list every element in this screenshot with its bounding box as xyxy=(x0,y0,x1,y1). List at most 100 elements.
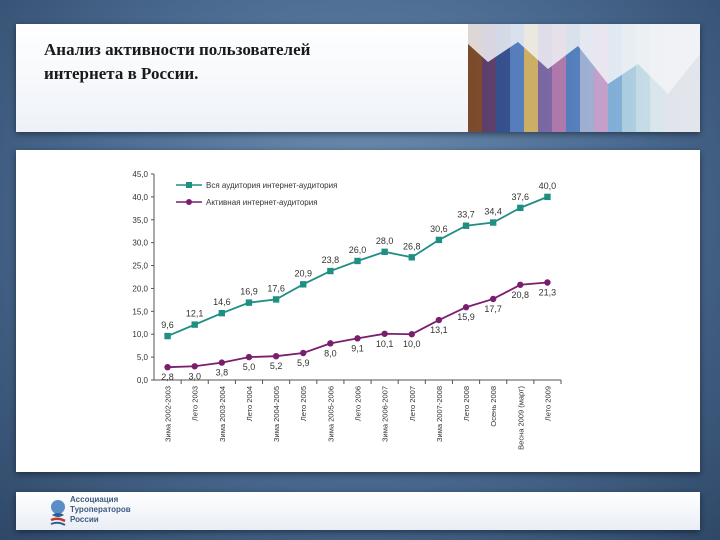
x-tick-label: Лето 2008 xyxy=(462,386,471,421)
series-1-data-label: 14,6 xyxy=(213,297,231,307)
series-1-point xyxy=(164,332,171,340)
series-1-data-label: 17,6 xyxy=(267,283,285,293)
x-tick-label: Зима 2005-2006 xyxy=(326,386,335,442)
chart-axes xyxy=(153,174,561,381)
series-1-data-label: 20,9 xyxy=(294,268,312,278)
page-title: Анализ активности пользователей интернет… xyxy=(44,38,444,86)
series-1-point xyxy=(381,248,388,256)
legend-circle-series-2 xyxy=(186,199,192,205)
series-2-point xyxy=(164,363,171,371)
series-1-point xyxy=(272,296,280,303)
series-1-point xyxy=(544,193,551,201)
series-1-point xyxy=(354,257,361,265)
series-2-point xyxy=(191,363,198,370)
series-1-data-label: 9,6 xyxy=(161,320,174,330)
chart-legend: Вся аудитория интернет-аудитория Активна… xyxy=(176,181,337,207)
series-2-point xyxy=(435,316,443,324)
series-1-data-label: 16,9 xyxy=(240,287,258,297)
series-1-point xyxy=(435,236,443,244)
title-line-1: Анализ активности пользователей xyxy=(44,40,311,59)
series-2-data-label: 3,0 xyxy=(188,371,201,381)
series-2-point xyxy=(408,331,415,338)
x-axis-ticks: Зима 2002-2003 Лето 2003 Зима 2003-2004 Лет… xyxy=(164,380,562,450)
series-1-point xyxy=(462,222,470,229)
series-2-data-label: 2,8 xyxy=(161,372,174,382)
series-2-point xyxy=(272,352,280,360)
series-1-data-label: 28,0 xyxy=(376,236,394,246)
series-2-point xyxy=(489,295,497,303)
logo-line-2: Туроператоров xyxy=(70,505,131,514)
series-2-point xyxy=(218,359,226,366)
series-1-data-label: 30,6 xyxy=(430,224,448,234)
series-2-data-label: 9,1 xyxy=(351,343,364,353)
series-1-data-label: 34,4 xyxy=(484,207,502,217)
series-1-point xyxy=(408,254,415,261)
y-tick-label: 25,0 xyxy=(132,262,148,271)
series-2-data-label: 17,7 xyxy=(484,304,502,314)
series-1-data-label: 12,1 xyxy=(186,309,204,319)
series-1-point xyxy=(300,281,307,288)
series-2-point xyxy=(517,281,524,288)
x-tick-label: Зима 2002-2003 xyxy=(164,386,173,442)
series-2-point xyxy=(300,349,307,357)
series-2-data-label: 15,9 xyxy=(457,312,475,322)
series-2-point xyxy=(381,330,388,337)
y-tick-label: 30,0 xyxy=(132,239,148,248)
y-tick-label: 40,0 xyxy=(132,193,148,202)
series-1-data-label: 26,0 xyxy=(349,245,367,255)
legend-label-series-2: Активная интернет-аудитория xyxy=(206,198,318,207)
series-1-data-label: 40,0 xyxy=(539,181,557,191)
title-line-2: интернета в России. xyxy=(44,64,199,83)
colored-pencils-image xyxy=(468,24,700,132)
x-tick-label: Лето 2005 xyxy=(299,386,308,421)
x-tick-label: Зима 2007-2008 xyxy=(435,386,444,442)
series-1-point xyxy=(191,321,198,328)
y-tick-label: 0,0 xyxy=(137,376,149,385)
y-axis-ticks: 0,0 5,0 10,0 15,0 20,0 25,0 30,0 35,0 40,0 45,0 xyxy=(132,170,154,385)
series-2-line xyxy=(167,281,548,369)
x-tick-label: Весна 2009 (март) xyxy=(516,386,525,450)
y-tick-label: 15,0 xyxy=(132,307,148,316)
series-2-data-label: 5,2 xyxy=(270,361,283,371)
series-2-point xyxy=(354,335,361,342)
series-2-data-label: 5,0 xyxy=(243,362,256,372)
chart-series: 9,6 12,1 14,6 16,9 17,6 20,9 23,8 26,0 28,0 26,8 3… xyxy=(161,181,556,382)
x-tick-label: Осень 2008 xyxy=(489,386,498,427)
series-2-point xyxy=(462,304,470,311)
association-logo-icon xyxy=(50,500,66,526)
series-2-point xyxy=(544,279,551,286)
series-2-point xyxy=(327,340,334,347)
line-chart: 0,0 5,0 10,0 15,0 20,0 25,0 30,0 35,0 40,0 45,0 З… xyxy=(132,170,562,450)
series-1-data-label: 37,6 xyxy=(512,192,530,202)
logo-line-3: России xyxy=(70,515,99,524)
y-tick-label: 10,0 xyxy=(132,330,148,339)
y-tick-label: 5,0 xyxy=(137,353,149,362)
footer-panel: Ассоциация Туроператоров России xyxy=(16,492,700,530)
association-logo-text: Ассоциация Туроператоров России xyxy=(70,495,131,525)
series-1-data-label: 23,8 xyxy=(322,255,340,265)
series-2-data-label: 13,1 xyxy=(430,325,448,335)
series-2-data-label: 20,8 xyxy=(512,290,530,300)
x-tick-label: Лето 2003 xyxy=(191,386,200,421)
y-tick-label: 20,0 xyxy=(132,284,148,293)
x-tick-label: Зима 2006-2007 xyxy=(381,386,390,442)
series-1-data-label: 33,7 xyxy=(457,210,475,220)
series-2-data-label: 10,1 xyxy=(376,339,394,349)
x-tick-label: Зима 2004-2005 xyxy=(272,386,281,442)
x-tick-label: Лето 2004 xyxy=(245,386,254,421)
legend-square-series-1 xyxy=(186,182,192,188)
series-1-point xyxy=(517,204,524,212)
series-1-point xyxy=(218,309,226,317)
series-2-data-label: 3,8 xyxy=(216,368,229,378)
chart-panel: 0,0 5,0 10,0 15,0 20,0 25,0 30,0 35,0 40,0 45,0 З… xyxy=(16,150,700,472)
x-tick-label: Лето 2009 xyxy=(543,386,552,421)
x-tick-label: Лето 2006 xyxy=(354,386,363,421)
series-2-data-label: 10,0 xyxy=(403,339,421,349)
series-2-data-label: 5,9 xyxy=(297,358,310,368)
series-1-point xyxy=(489,219,497,226)
y-tick-label: 35,0 xyxy=(132,216,148,225)
x-tick-label: Лето 2007 xyxy=(408,386,417,421)
series-1-point xyxy=(327,267,334,275)
series-2-point xyxy=(245,353,253,361)
x-tick-label: Зима 2003-2004 xyxy=(218,386,227,442)
